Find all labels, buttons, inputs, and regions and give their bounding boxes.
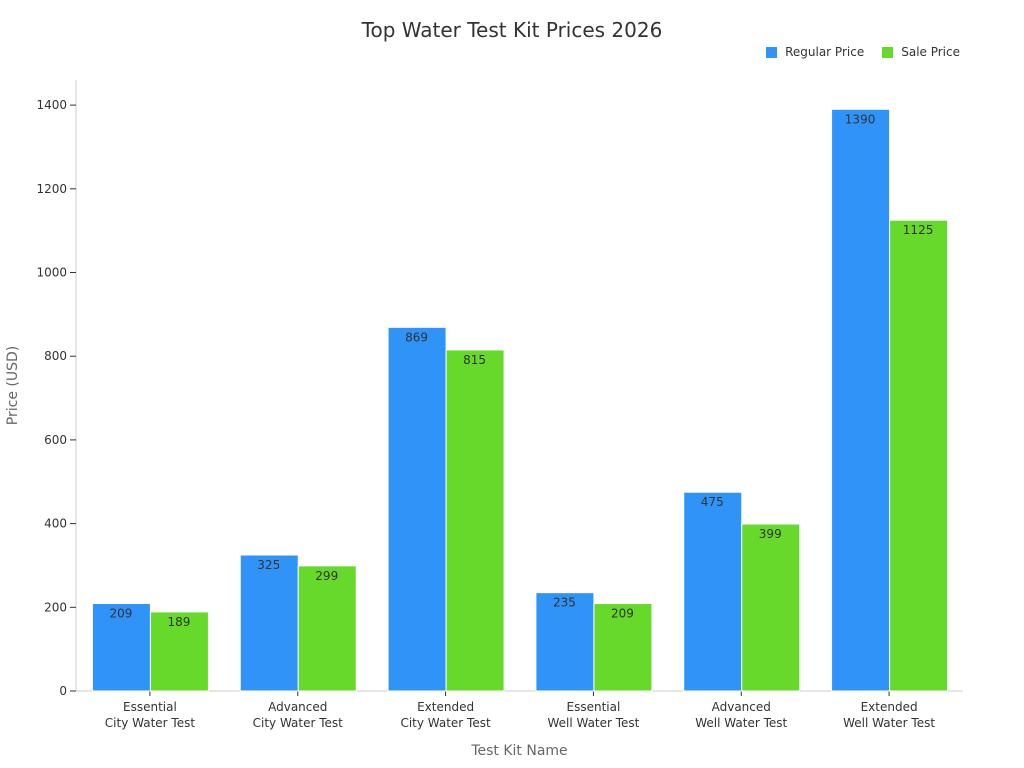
- data-label: 209: [611, 607, 634, 621]
- legend-label-sale: Sale Price: [901, 45, 960, 59]
- data-label: 475: [701, 495, 724, 509]
- x-tick-label: Advanced: [712, 700, 771, 714]
- y-tick-label: 800: [44, 349, 67, 363]
- legend-swatch-sale: [882, 46, 894, 58]
- data-label: 209: [109, 607, 132, 621]
- x-tick-label: Well Water Test: [695, 716, 787, 730]
- chart-title: Top Water Test Kit Prices 2026: [361, 18, 663, 42]
- data-label: 1390: [845, 112, 876, 126]
- legend: Regular Price Sale Price: [766, 45, 960, 59]
- bar-regular-price: [239, 554, 299, 692]
- data-label: 815: [463, 353, 486, 367]
- x-tick-label: City Water Test: [253, 716, 344, 730]
- x-tick-label: Essential: [567, 700, 621, 714]
- x-tick-label: Advanced: [268, 700, 327, 714]
- bar-sale-price: [445, 349, 505, 692]
- y-tick-label: 0: [59, 684, 67, 698]
- x-tick-label: Essential: [123, 700, 177, 714]
- x-tick-label: Well Water Test: [547, 716, 639, 730]
- data-label: 325: [257, 558, 280, 572]
- x-axis-title: Test Kit Name: [470, 743, 567, 759]
- x-tick-label: Extended: [417, 700, 474, 714]
- x-tick-label: City Water Test: [105, 716, 196, 730]
- x-tick-label: Well Water Test: [843, 716, 935, 730]
- y-tick-label: 1200: [36, 182, 67, 196]
- bar-sale-price: [741, 523, 801, 692]
- legend-swatch-regular: [766, 46, 778, 58]
- legend-label-regular: Regular Price: [785, 45, 865, 59]
- x-tick-label: Extended: [861, 700, 918, 714]
- legend-item-regular: Regular Price: [766, 45, 864, 59]
- bar-sale-price: [297, 565, 357, 692]
- y-axis-title: Price (USD): [5, 346, 21, 425]
- legend-item-sale: Sale Price: [882, 45, 960, 59]
- data-label: 299: [315, 569, 338, 583]
- bar-sale-price: [593, 603, 653, 692]
- bar-regular-price: [683, 491, 743, 692]
- bar-sale-price: [149, 611, 209, 692]
- bar-regular-price: [387, 326, 447, 692]
- bar-regular-price: [831, 108, 891, 692]
- bar-regular-price: [535, 592, 595, 692]
- y-tick-label: 400: [44, 517, 67, 531]
- data-label: 1125: [903, 223, 934, 237]
- bar-sale-price: [889, 219, 949, 692]
- y-tick-label: 600: [44, 433, 67, 447]
- bar-regular-price: [91, 603, 151, 692]
- y-tick-label: 1400: [36, 98, 67, 112]
- data-label: 869: [405, 330, 428, 344]
- y-tick-label: 200: [44, 600, 67, 614]
- data-label: 399: [759, 527, 782, 541]
- x-tick-label: City Water Test: [400, 716, 491, 730]
- y-tick-label: 1000: [36, 266, 67, 280]
- data-label: 189: [167, 615, 190, 629]
- data-label: 235: [553, 596, 576, 610]
